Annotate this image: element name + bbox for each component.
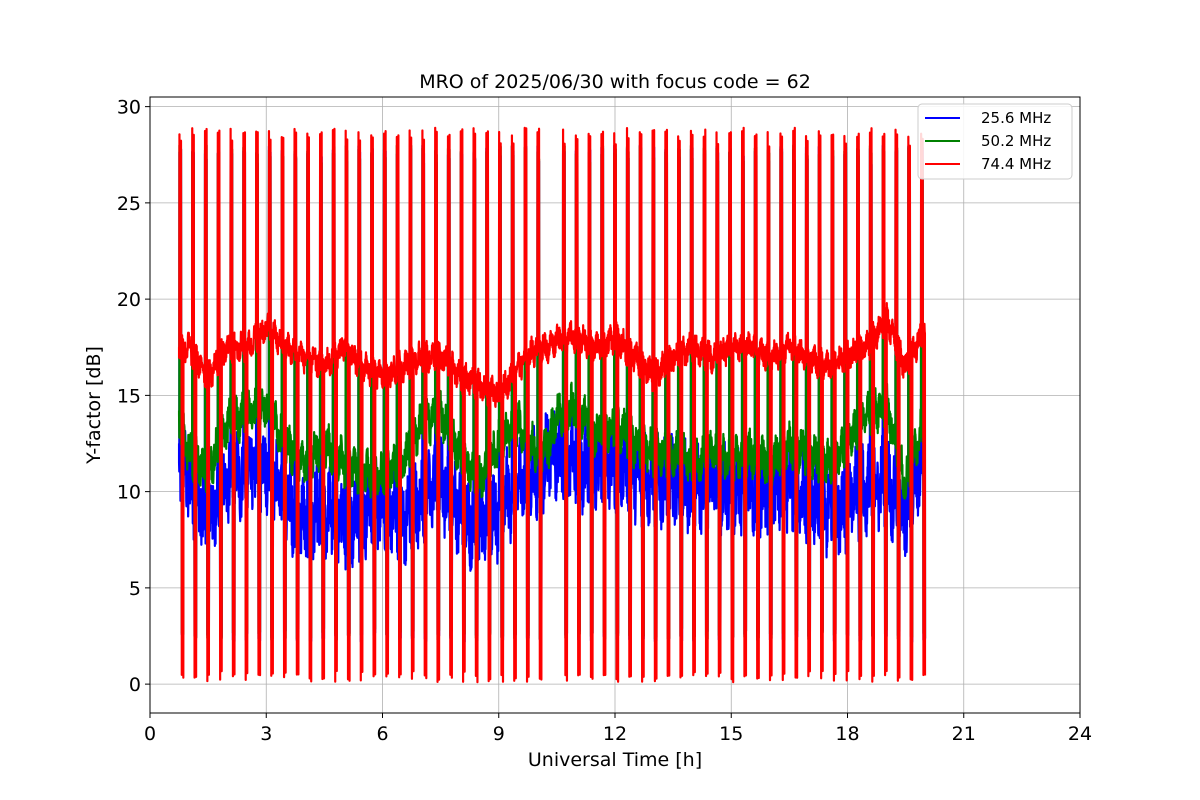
y-tick-label: 5 <box>129 578 141 600</box>
series-line-50-2-mhz <box>177 144 927 641</box>
legend: 25.6 MHz 50.2 MHz 74.4 MHz <box>917 103 1073 180</box>
y-axis: 0 5 10 15 20 25 30 <box>117 97 150 696</box>
legend-label: 25.6 MHz <box>981 109 1051 127</box>
x-tick-label: 12 <box>603 723 627 745</box>
x-axis: 0 3 6 9 12 15 18 21 24 <box>144 713 1092 745</box>
x-tick-label: 6 <box>376 723 388 745</box>
legend-box <box>917 103 1073 180</box>
x-tick-label: 18 <box>835 723 859 745</box>
x-tick-label: 21 <box>952 723 976 745</box>
y-tick-label: 0 <box>129 674 141 696</box>
legend-label: 74.4 MHz <box>981 155 1051 173</box>
y-tick-label: 25 <box>117 193 141 215</box>
x-tick-label: 15 <box>719 723 743 745</box>
x-tick-label: 0 <box>144 723 156 745</box>
plot-area <box>177 126 927 684</box>
y-axis-label: Y-factor [dB] <box>83 346 105 465</box>
x-axis-label: Universal Time [h] <box>528 749 702 771</box>
y-tick-label: 30 <box>117 97 141 119</box>
x-tick-label: 3 <box>260 723 272 745</box>
chart-title: MRO of 2025/06/30 with focus code = 62 <box>419 71 811 93</box>
x-tick-label: 9 <box>493 723 505 745</box>
y-tick-label: 20 <box>117 289 141 311</box>
legend-label: 50.2 MHz <box>981 132 1051 150</box>
x-tick-label: 24 <box>1068 723 1092 745</box>
y-tick-label: 15 <box>117 385 141 407</box>
series-line-74-4-mhz <box>177 126 927 684</box>
y-tick-label: 10 <box>117 482 141 504</box>
